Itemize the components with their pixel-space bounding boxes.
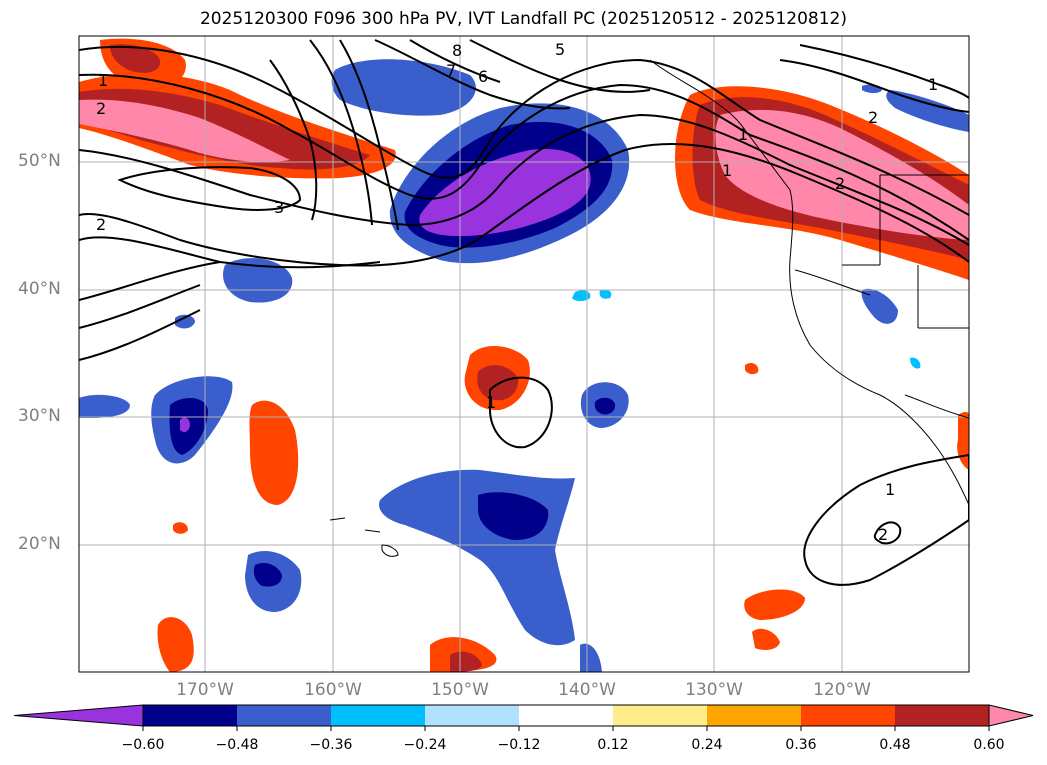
contour-label: 1 <box>486 393 496 412</box>
colorbar-tick-label: −0.12 <box>497 737 541 753</box>
colorbar-tick-label: −0.36 <box>309 737 353 753</box>
colorbar-tick-label: 0.60 <box>973 737 1005 753</box>
coastlines <box>329 59 969 557</box>
contour-label: 6 <box>478 67 488 86</box>
pv-anomaly-fill <box>79 38 969 672</box>
lon-label-170w: 170°W <box>176 680 234 700</box>
colorbar-segment <box>707 705 801 726</box>
contour-label: 8 <box>452 41 462 60</box>
contour-label: 5 <box>555 40 565 59</box>
colorbar-frame <box>142 704 990 727</box>
colorbar-tick-label: 0.36 <box>785 737 817 753</box>
negative-anomaly-subtropical <box>379 469 575 646</box>
contour-label: 7 <box>446 61 456 80</box>
ivt-contours <box>79 39 969 586</box>
lon-label-160w: 160°W <box>304 680 362 700</box>
lon-label-130w: 130°W <box>685 680 743 700</box>
colorbar-segment <box>331 705 425 726</box>
contour-label: 1 <box>885 480 895 499</box>
lon-label-140w: 140°W <box>558 680 616 700</box>
colorbar-segment <box>143 705 237 726</box>
lat-label-30: 30°N <box>18 406 61 426</box>
colorbar-tick-label: 0.12 <box>597 737 629 753</box>
colorbar-segment <box>237 705 331 726</box>
map-title: 2025120300 F096 300 hPa PV, IVT Landfall… <box>199 9 847 29</box>
contour-label: 2 <box>96 215 106 234</box>
contour-label: 3 <box>274 198 284 217</box>
colorbar-segment <box>425 705 519 726</box>
graticule <box>79 36 969 672</box>
contour-label: 1 <box>98 71 108 90</box>
colorbar-segment <box>613 705 707 726</box>
contour-label: 2 <box>868 108 878 127</box>
contour-label: 2 <box>835 174 845 193</box>
colorbar-segment <box>895 705 989 726</box>
lat-label-40: 40°N <box>18 279 61 299</box>
lat-label-50: 50°N <box>18 151 61 171</box>
lat-label-20: 20°N <box>18 534 61 554</box>
colorbar-tick-label: 0.24 <box>691 737 723 753</box>
colorbar-tick-label: −0.48 <box>215 737 259 753</box>
colorbar-segment <box>519 705 613 726</box>
contour-label: 1 <box>928 75 938 94</box>
colorbar-tick-label: 0.48 <box>879 737 911 753</box>
contour-label: 2 <box>96 99 106 118</box>
lon-label-150w: 150°W <box>431 680 489 700</box>
colorbar-tick-label: −0.60 <box>121 737 165 753</box>
colorbar-extend-low <box>13 704 144 727</box>
colorbar-tick-label: −0.24 <box>403 737 447 753</box>
lon-label-120w: 120°W <box>813 680 871 700</box>
contour-label: 1 <box>722 161 732 180</box>
contour-label: 2 <box>878 525 888 544</box>
colorbar <box>13 704 1034 731</box>
contour-label: 1 <box>738 125 748 144</box>
colorbar-segment <box>801 705 895 726</box>
colorbar-extend-high <box>988 704 1034 727</box>
